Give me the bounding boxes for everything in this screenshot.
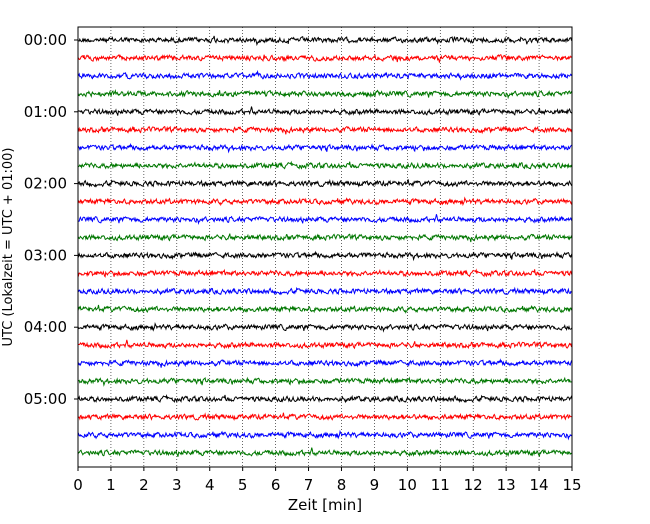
trace-15 bbox=[77, 304, 573, 314]
x-axis-label: Zeit [min] bbox=[288, 496, 362, 514]
x-tick-label: 11 bbox=[431, 476, 450, 494]
y-tick-label: 02:00 bbox=[24, 175, 67, 193]
plot-frame bbox=[77, 26, 573, 468]
trace-5 bbox=[77, 125, 573, 135]
trace-14 bbox=[77, 286, 573, 296]
trace-21 bbox=[77, 412, 573, 422]
grid-lines bbox=[110, 27, 540, 467]
trace-8 bbox=[77, 178, 573, 188]
x-tick-label: 7 bbox=[304, 476, 314, 494]
y-tick-label: 04:00 bbox=[24, 318, 67, 336]
trace-20 bbox=[77, 393, 573, 404]
trace-12 bbox=[77, 250, 573, 262]
y-tick-label: 03:00 bbox=[24, 246, 67, 264]
trace-0 bbox=[77, 35, 573, 47]
trace-9 bbox=[77, 196, 573, 207]
x-tick-label: 8 bbox=[337, 476, 347, 494]
y-tick-label: 00:00 bbox=[24, 31, 67, 49]
x-tick-label: 12 bbox=[464, 476, 483, 494]
trace-22 bbox=[77, 429, 573, 441]
y-axis-label: UTC (Lokalzeit = UTC + 01:00) bbox=[1, 148, 16, 347]
x-tick-label: 0 bbox=[73, 476, 83, 494]
trace-7 bbox=[77, 160, 573, 170]
x-tick-label: 1 bbox=[106, 476, 116, 494]
x-tick-label: 5 bbox=[238, 476, 248, 494]
x-tick-label: 2 bbox=[139, 476, 149, 494]
trace-10 bbox=[77, 214, 573, 226]
x-tick-label: 10 bbox=[398, 476, 417, 494]
y-tick-label: 05:00 bbox=[24, 390, 67, 408]
trace-11 bbox=[77, 233, 573, 243]
x-axis-ticks: 0 1 2 3 4 5 6 7 8 9 10 11 12 13 14 15 bbox=[73, 467, 582, 494]
x-tick-label: 9 bbox=[370, 476, 380, 494]
trace-17 bbox=[77, 339, 573, 350]
x-tick-label: 14 bbox=[530, 476, 549, 494]
trace-19 bbox=[77, 376, 573, 387]
x-tick-label: 6 bbox=[271, 476, 281, 494]
y-tick-label: 01:00 bbox=[24, 103, 67, 121]
x-tick-label: 13 bbox=[497, 476, 516, 494]
trace-13 bbox=[77, 268, 573, 278]
trace-16 bbox=[77, 322, 573, 333]
x-tick-label: 15 bbox=[562, 476, 581, 494]
trace-6 bbox=[77, 142, 573, 154]
y-axis-ticks: 00:00 01:00 02:00 03:00 04:00 05:00 bbox=[24, 31, 78, 408]
x-tick-label: 4 bbox=[205, 476, 215, 494]
trace-1 bbox=[77, 53, 573, 63]
trace-18 bbox=[77, 358, 573, 368]
trace-23 bbox=[77, 447, 573, 457]
x-tick-label: 3 bbox=[172, 476, 182, 494]
trace-2 bbox=[77, 69, 573, 81]
trace-3 bbox=[77, 89, 573, 100]
seismic-traces bbox=[77, 35, 573, 457]
trace-4 bbox=[77, 106, 573, 116]
